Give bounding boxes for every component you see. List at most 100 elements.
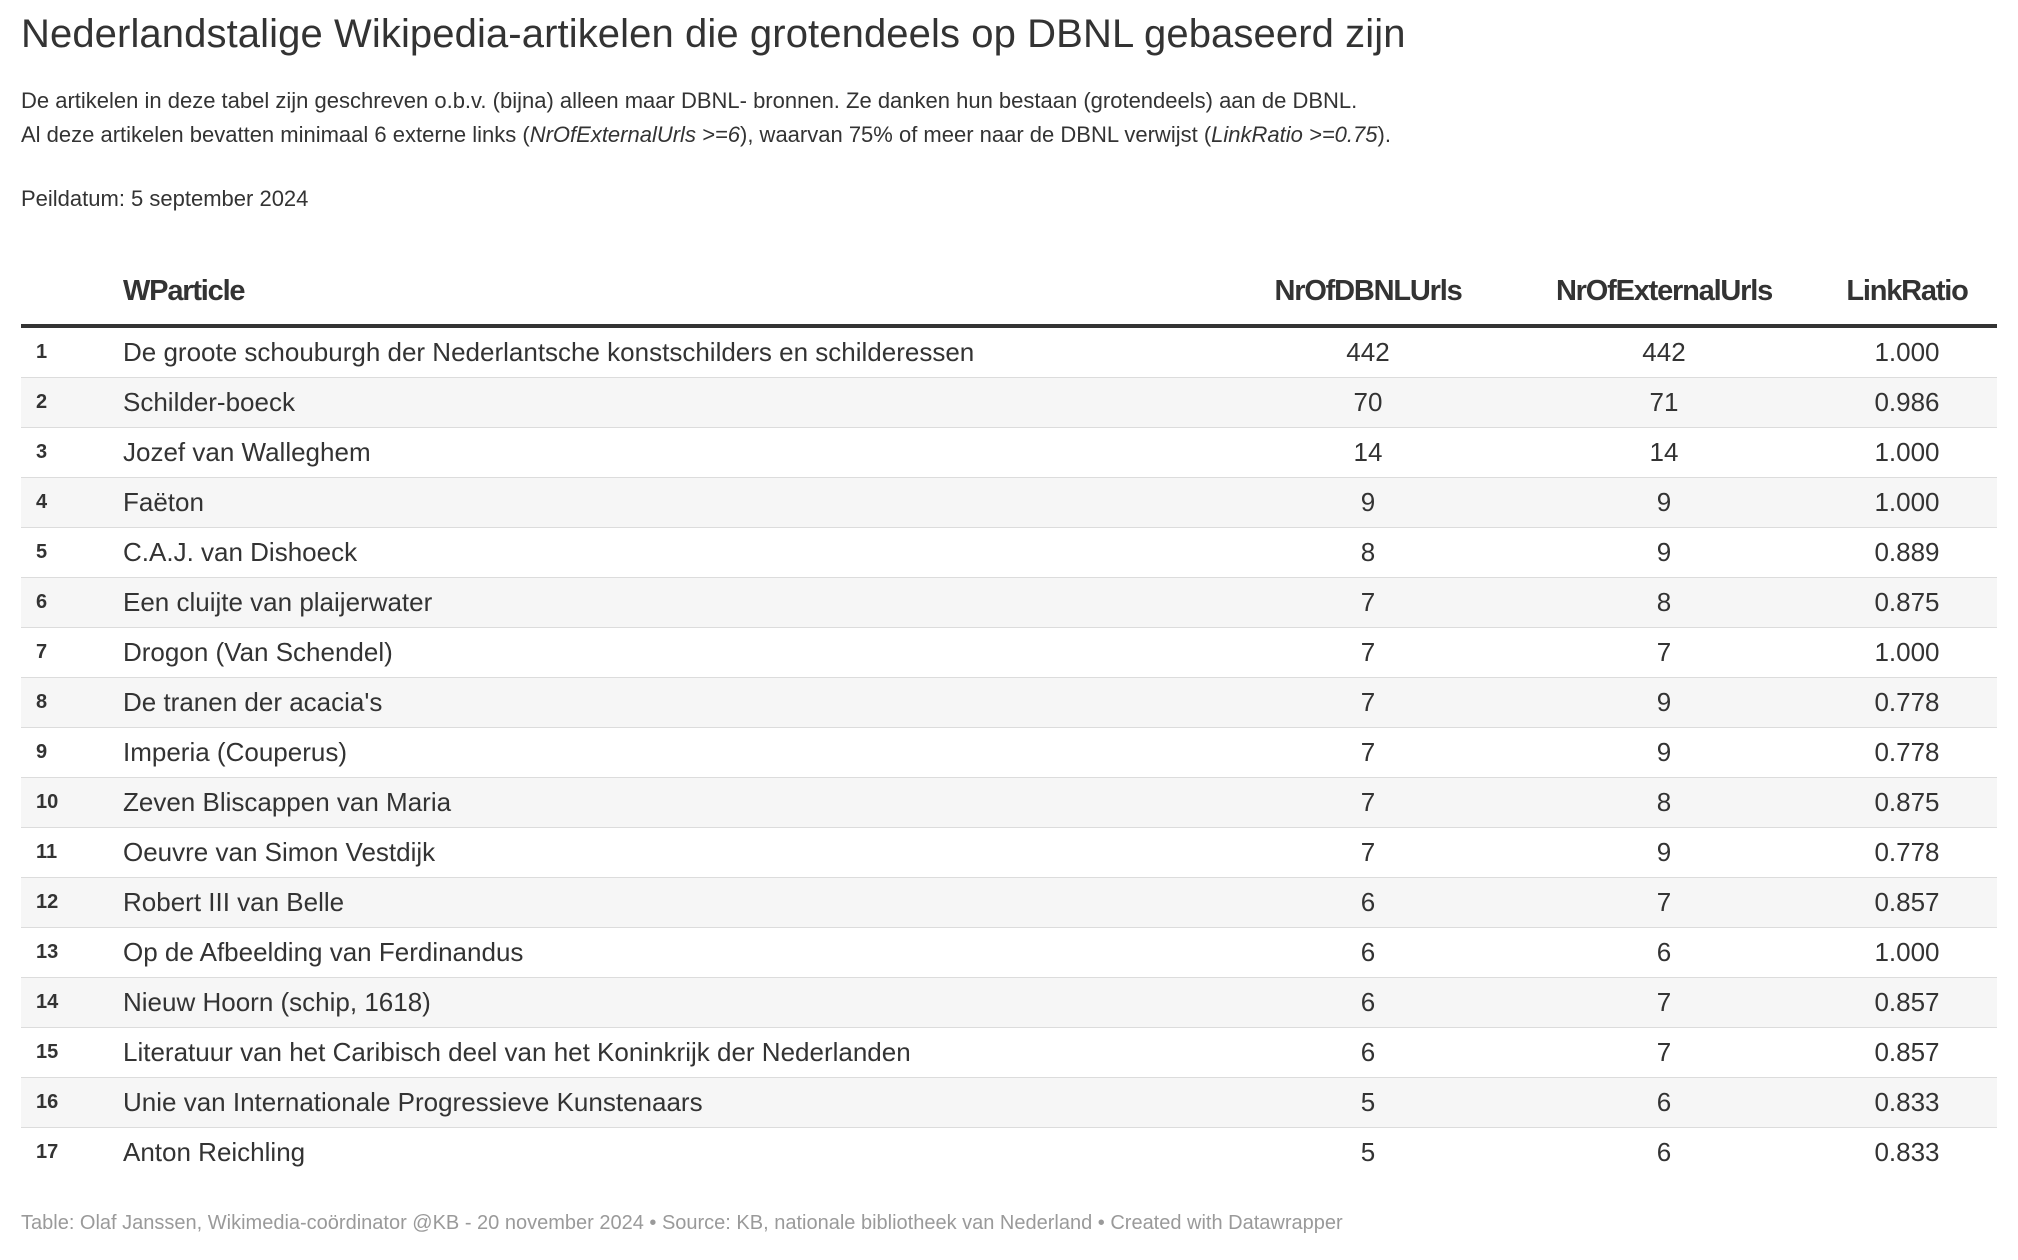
cell-linkratio: 1.000 [1817,326,1997,378]
cell-nrofexternalurls: 9 [1511,527,1817,578]
cell-linkratio: 0.875 [1817,577,1997,628]
table-row: 7 Drogon (Van Schendel) 7 7 1.000 [21,627,1997,678]
cell-nrofexternalurls: 8 [1511,577,1817,628]
cell-nrofexternalurls: 7 [1511,627,1817,678]
cell-nrofexternalurls: 9 [1511,677,1817,728]
cell-wparticle: Unie van Internationale Progressieve Kun… [123,1077,1225,1128]
cell-nrofdbnlurls: 70 [1225,377,1511,428]
table-row: 15 Literatuur van het Caribisch deel van … [21,1027,1997,1078]
cell-linkratio: 0.778 [1817,677,1997,728]
cell-wparticle: De tranen der acacia's [123,677,1225,728]
cell-linkratio: 0.778 [1817,827,1997,878]
cell-linkratio: 0.857 [1817,977,1997,1028]
cell-wparticle: C.A.J. van Dishoeck [123,527,1225,578]
description-line-1: De artikelen in deze tabel zijn geschrev… [21,88,1358,113]
description-emphasis: NrOfExternalUrls >=6 [529,122,740,147]
cell-rank: 16 [21,1077,123,1128]
table-row: 8 De tranen der acacia's 7 9 0.778 [21,677,1997,728]
description-emphasis: LinkRatio >=0.75 [1211,122,1378,147]
cell-rank: 11 [21,827,123,878]
table-header-row: WParticle NrOfDBNLUrls NrOfExternalUrls Lin… [21,258,1997,328]
cell-nrofexternalurls: 6 [1656,1137,1672,1167]
data-table: WParticle NrOfDBNLUrls NrOfExternalUrls Lin… [21,258,1997,1177]
cell-linkratio: 0.857 [1817,1027,1997,1078]
cell-nrofexternalurls: 9 [1511,477,1817,528]
cell-wparticle: Op de Afbeelding van Ferdinandus [123,927,1225,978]
table-row: 12 Robert III van Belle 6 7 0.857 [21,877,1997,928]
cell-linkratio: 1.000 [1817,927,1997,978]
table-row: 9 Imperia (Couperus) 7 9 0.778 [21,727,1997,778]
table-row: 14 Nieuw Hoorn (schip, 1618) 6 7 0.857 [21,977,1997,1028]
cell-nrofexternalurls: 71 [1511,377,1817,428]
footer-credits: Table: Olaf Janssen, Wikimedia-coördinat… [21,1212,1343,1234]
table-row: 4 Faëton 9 9 1.000 [21,477,1997,528]
cell-wparticle: Robert III van Belle [123,877,1225,928]
cell-wparticle: Literatuur van het Caribisch deel van he… [123,1027,1225,1078]
cell-wparticle: Faëton [123,477,1225,528]
cell-wparticle: Nieuw Hoorn (schip, 1618) [123,977,1225,1028]
cell-nrofexternalurls: 6 [1511,927,1817,978]
cell-linkratio: 1.000 [1817,627,1997,678]
cell-rank: 5 [21,527,123,578]
cell-nrofdbnlurls: 9 [1225,477,1511,528]
table-row: 6 Een cluijte van plaijerwater 7 8 0.875 [21,577,1997,628]
cell-wparticle: Oeuvre van Simon Vestdijk [123,827,1225,878]
cell-rank: 14 [21,977,123,1028]
cell-nrofdbnlurls: 8 [1225,527,1511,578]
cell-nrofdbnlurls: 5 [1360,1137,1376,1167]
cell-nrofdbnlurls: 14 [1225,427,1511,478]
description-text: ). [1377,122,1391,147]
table-row: 16 Unie van Internationale Progressieve K… [21,1077,1997,1128]
table-row: 5 C.A.J. van Dishoeck 8 9 0.889 [21,527,1997,578]
cell-wparticle: Anton Reichling [123,1137,306,1167]
description-text: ), waarvan 75% of meer naar de DBNL verw… [740,122,1212,147]
cell-nrofdbnlurls: 7 [1225,627,1511,678]
table-row: 13 Op de Afbeelding van Ferdinandus 6 6 1.00… [21,927,1997,978]
column-header-wparticle[interactable]: WParticle [123,258,1225,328]
cell-nrofexternalurls: 9 [1511,827,1817,878]
cell-nrofdbnlurls: 7 [1225,827,1511,878]
cell-linkratio: 0.986 [1817,377,1997,428]
table-row: 3 Jozef van Walleghem 14 14 1.000 [21,427,1997,478]
cell-wparticle: Zeven Bliscappen van Maria [123,777,1225,828]
cell-rank: 9 [21,727,123,778]
column-header-linkratio[interactable]: LinkRatio [1817,258,1997,328]
cell-rank: 12 [21,877,123,928]
table-row: 1 De groote schouburgh der Nederlantsche … [21,326,1997,378]
cell-linkratio: 0.875 [1817,777,1997,828]
cell-nrofdbnlurls: 6 [1225,927,1511,978]
cell-rank: 10 [21,777,123,828]
column-header-nrofexternalurls[interactable]: NrOfExternalUrls [1511,258,1817,328]
cell-linkratio: 1.000 [1817,477,1997,528]
cell-rank: 7 [21,627,123,678]
peildatum: Peildatum: 5 september 2024 [21,186,309,211]
cell-nrofdbnlurls: 6 [1225,877,1511,928]
cell-nrofdbnlurls: 6 [1225,1027,1511,1078]
cell-rank: 1 [21,326,123,378]
cell-rank: 4 [21,477,123,528]
cell-nrofexternalurls: 7 [1511,977,1817,1028]
cell-wparticle: Drogon (Van Schendel) [123,627,1225,678]
description-line-2: Al deze artikelen bevatten minimaal 6 ex… [21,118,1391,152]
page-title: Nederlandstalige Wikipedia-artikelen die… [21,12,1406,56]
cell-rank: 3 [21,427,123,478]
table-row: 2 Schilder-boeck 70 71 0.986 [21,377,1997,428]
column-header-nrofdbnlurls[interactable]: NrOfDBNLUrls [1225,258,1511,328]
description-text: Al deze artikelen bevatten minimaal 6 ex… [21,122,530,147]
cell-linkratio: 0.778 [1817,727,1997,778]
cell-linkratio: 0.833 [1817,1077,1997,1128]
cell-nrofdbnlurls: 6 [1225,977,1511,1028]
cell-rank: 2 [21,377,123,428]
cell-wparticle: Een cluijte van plaijerwater [123,577,1225,628]
table-row: 11 Oeuvre van Simon Vestdijk 7 9 0.778 [21,827,1997,878]
cell-linkratio: 0.857 [1817,877,1997,928]
cell-rank: 8 [21,677,123,728]
cell-nrofexternalurls: 7 [1511,1027,1817,1078]
cell-nrofdbnlurls: 7 [1225,777,1511,828]
description: De artikelen in deze tabel zijn geschrev… [21,84,1391,152]
table-body: 1 De groote schouburgh der Nederlantsche … [21,326,1997,1177]
cell-nrofexternalurls: 442 [1511,326,1817,378]
cell-rank: 6 [21,577,123,628]
cell-nrofdbnlurls: 442 [1225,326,1511,378]
cell-nrofdbnlurls: 5 [1225,1077,1511,1128]
